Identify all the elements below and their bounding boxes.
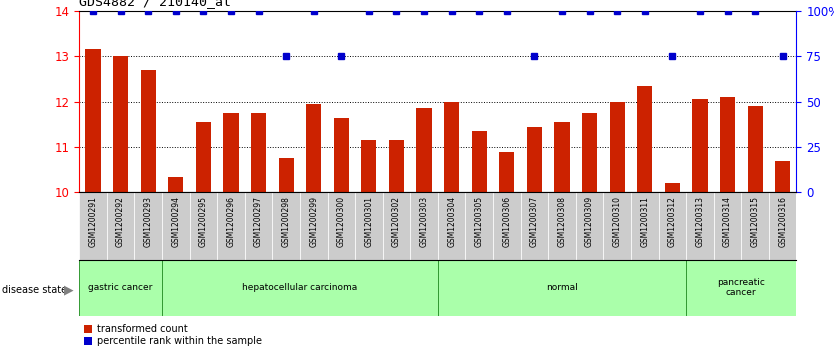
Bar xyxy=(631,192,659,260)
Bar xyxy=(610,102,625,192)
Text: GSM1200309: GSM1200309 xyxy=(585,196,594,247)
Text: GSM1200310: GSM1200310 xyxy=(613,196,621,247)
Bar xyxy=(196,122,211,192)
Bar xyxy=(410,192,438,260)
Bar xyxy=(141,70,156,192)
Text: GSM1200291: GSM1200291 xyxy=(88,196,98,246)
Text: GSM1200302: GSM1200302 xyxy=(392,196,401,247)
Bar xyxy=(741,192,769,260)
Bar xyxy=(79,260,162,316)
Bar xyxy=(334,118,349,192)
Bar xyxy=(85,49,101,192)
Bar xyxy=(775,161,791,192)
Bar xyxy=(217,192,244,260)
Bar xyxy=(168,176,183,192)
Bar xyxy=(527,127,542,192)
Bar xyxy=(189,192,217,260)
Text: GSM1200313: GSM1200313 xyxy=(696,196,705,247)
Text: GSM1200295: GSM1200295 xyxy=(198,196,208,247)
Bar xyxy=(555,122,570,192)
Bar xyxy=(279,158,294,192)
Bar xyxy=(162,192,189,260)
Text: GSM1200292: GSM1200292 xyxy=(116,196,125,246)
Bar xyxy=(79,192,107,260)
Bar xyxy=(637,86,652,192)
Bar xyxy=(520,192,548,260)
Text: GSM1200306: GSM1200306 xyxy=(502,196,511,247)
Bar xyxy=(603,192,631,260)
Bar xyxy=(548,192,575,260)
Bar xyxy=(107,192,134,260)
Bar xyxy=(582,113,597,192)
Bar xyxy=(465,192,493,260)
Legend: transformed count, percentile rank within the sample: transformed count, percentile rank withi… xyxy=(84,324,262,346)
Bar xyxy=(328,192,355,260)
Bar xyxy=(383,192,410,260)
Text: GSM1200299: GSM1200299 xyxy=(309,196,319,247)
Bar xyxy=(444,102,460,192)
Bar xyxy=(251,113,266,192)
Bar xyxy=(361,140,376,192)
Text: GSM1200311: GSM1200311 xyxy=(641,196,649,246)
Text: GSM1200316: GSM1200316 xyxy=(778,196,787,247)
Bar xyxy=(224,113,239,192)
Text: GSM1200297: GSM1200297 xyxy=(254,196,263,247)
Bar xyxy=(273,192,300,260)
Bar xyxy=(747,106,762,192)
Text: GSM1200305: GSM1200305 xyxy=(475,196,484,247)
Bar xyxy=(575,192,603,260)
Text: pancreatic
cancer: pancreatic cancer xyxy=(717,278,766,297)
Bar xyxy=(113,56,128,192)
Text: GDS4882 / 210140_at: GDS4882 / 210140_at xyxy=(79,0,231,8)
Bar xyxy=(438,260,686,316)
Text: GSM1200314: GSM1200314 xyxy=(723,196,732,247)
Bar xyxy=(493,192,520,260)
Bar xyxy=(472,131,487,192)
Text: GSM1200308: GSM1200308 xyxy=(557,196,566,247)
Text: hepatocellular carcinoma: hepatocellular carcinoma xyxy=(243,283,358,292)
Bar xyxy=(438,192,465,260)
Text: GSM1200293: GSM1200293 xyxy=(143,196,153,247)
Bar xyxy=(134,192,162,260)
Bar xyxy=(692,99,707,192)
Text: gastric cancer: gastric cancer xyxy=(88,283,153,292)
Bar xyxy=(300,192,328,260)
Text: disease state: disease state xyxy=(2,285,67,295)
Text: GSM1200307: GSM1200307 xyxy=(530,196,539,247)
Text: GSM1200300: GSM1200300 xyxy=(337,196,346,247)
Text: GSM1200312: GSM1200312 xyxy=(668,196,677,246)
Bar xyxy=(769,192,796,260)
Bar xyxy=(244,192,273,260)
Bar xyxy=(416,109,432,192)
Bar xyxy=(659,192,686,260)
Text: normal: normal xyxy=(546,283,578,292)
Bar xyxy=(686,260,796,316)
Bar xyxy=(306,104,321,192)
Bar xyxy=(500,152,515,192)
Text: GSM1200301: GSM1200301 xyxy=(364,196,374,247)
Bar xyxy=(686,192,714,260)
Text: GSM1200304: GSM1200304 xyxy=(447,196,456,247)
Text: GSM1200294: GSM1200294 xyxy=(171,196,180,247)
Bar xyxy=(355,192,383,260)
Bar xyxy=(389,140,404,192)
Text: GSM1200296: GSM1200296 xyxy=(227,196,235,247)
Bar xyxy=(665,183,680,192)
Text: GSM1200298: GSM1200298 xyxy=(282,196,290,246)
Text: GSM1200303: GSM1200303 xyxy=(420,196,429,247)
Text: ▶: ▶ xyxy=(63,284,73,297)
Bar xyxy=(720,97,735,192)
Text: GSM1200315: GSM1200315 xyxy=(751,196,760,247)
Bar xyxy=(162,260,438,316)
Bar xyxy=(714,192,741,260)
